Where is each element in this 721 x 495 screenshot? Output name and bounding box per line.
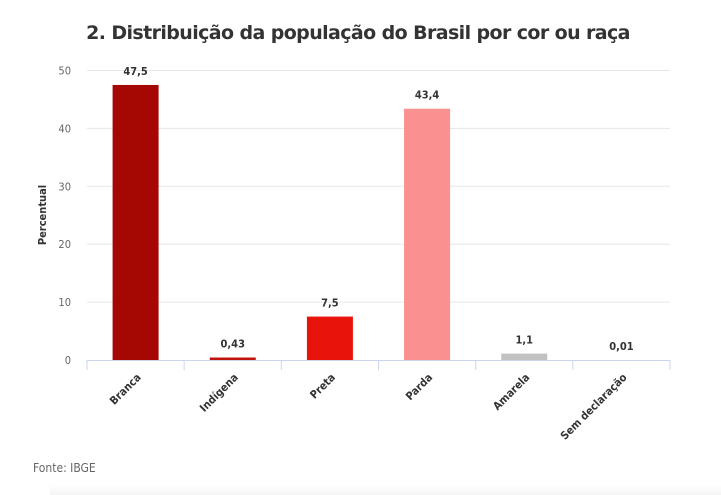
data-label: 7,5 bbox=[321, 297, 339, 310]
data-label: 1,1 bbox=[515, 334, 533, 347]
data-label: 43,4 bbox=[415, 89, 440, 102]
data-label: 0,43 bbox=[221, 338, 246, 351]
bar[interactable] bbox=[209, 357, 256, 360]
bar[interactable] bbox=[306, 316, 353, 360]
y-tick-label: 30 bbox=[58, 180, 71, 193]
source-note: Fonte: IBGE bbox=[33, 461, 96, 475]
x-tick-label: Sem declaração bbox=[558, 371, 630, 443]
x-tick-label: Amarela bbox=[490, 371, 532, 413]
x-tick-label: Branca bbox=[107, 371, 144, 408]
bar[interactable] bbox=[404, 108, 451, 361]
data-label: 0,01 bbox=[609, 340, 634, 353]
bar[interactable] bbox=[501, 353, 548, 360]
data-label: 47,5 bbox=[123, 65, 148, 78]
bottom-fade bbox=[50, 485, 721, 495]
y-tick-label: 20 bbox=[58, 238, 71, 251]
bar[interactable] bbox=[112, 84, 159, 360]
x-tick-label: Parda bbox=[403, 371, 435, 403]
y-axis-label: Percentual bbox=[36, 185, 49, 245]
y-tick-label: 50 bbox=[58, 65, 71, 78]
x-tick-label: Preta bbox=[307, 371, 338, 402]
y-tick-label: 10 bbox=[58, 296, 71, 309]
x-tick-label: Indígena bbox=[197, 371, 241, 415]
y-tick-label: 0 bbox=[65, 354, 71, 367]
y-tick-label: 40 bbox=[58, 122, 71, 135]
chart-title: 2. Distribuição da população do Brasil p… bbox=[86, 22, 630, 44]
